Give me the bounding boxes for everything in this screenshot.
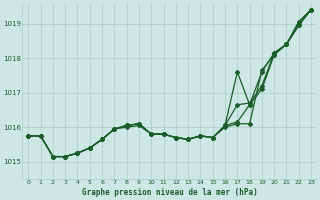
X-axis label: Graphe pression niveau de la mer (hPa): Graphe pression niveau de la mer (hPa) [82, 188, 258, 197]
